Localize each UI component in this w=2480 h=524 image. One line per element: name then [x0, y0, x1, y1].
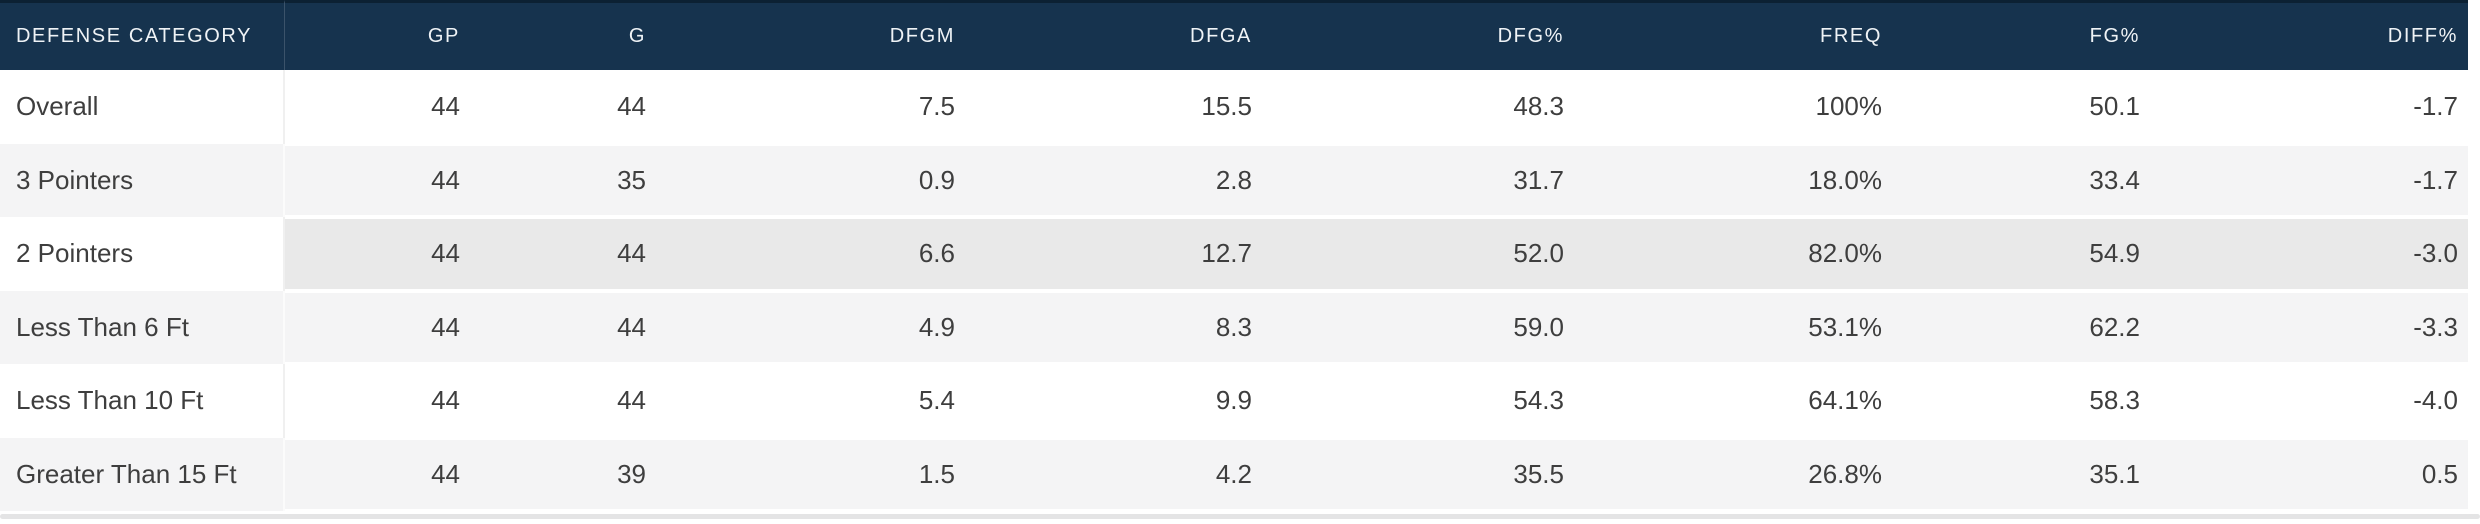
row-category-cell: 3 Pointers: [0, 143, 285, 217]
stat-cell: 26.8%: [1574, 437, 1892, 511]
stat-cell: 5.4: [656, 364, 965, 438]
stat-cell: -3.0: [2150, 217, 2468, 291]
stat-cell: 44: [285, 143, 470, 217]
stat-cell: 2.8: [965, 143, 1262, 217]
row-category-cell: Overall: [0, 70, 285, 144]
stat-cell: 44: [470, 217, 656, 291]
stat-cell: 44: [285, 364, 470, 438]
stat-cell: 12.7: [965, 217, 1262, 291]
stat-cell: 7.5: [656, 70, 965, 144]
stat-cell: 18.0%: [1574, 143, 1892, 217]
column-header-freq[interactable]: FREQ: [1574, 0, 1892, 70]
table-body: Overall 44 44 7.5 15.5 48.3 100% 50.1 -1…: [0, 70, 2468, 511]
stat-cell: 100%: [1574, 70, 1892, 144]
stat-cell: 31.7: [1262, 143, 1574, 217]
stat-cell: 62.2: [1892, 290, 2150, 364]
column-header-dfg-pct[interactable]: DFG%: [1262, 0, 1574, 70]
table-row-less-than-6-ft[interactable]: Less Than 6 Ft 44 44 4.9 8.3 59.0 53.1% …: [0, 290, 2468, 364]
stat-cell: 44: [470, 364, 656, 438]
column-header-fg-pct[interactable]: FG%: [1892, 0, 2150, 70]
stat-cell: 0.9: [656, 143, 965, 217]
stat-cell: 1.5: [656, 437, 965, 511]
stat-cell: 39: [470, 437, 656, 511]
stat-cell: 50.1: [1892, 70, 2150, 144]
row-category-cell: 2 Pointers: [0, 217, 285, 291]
stat-cell: 53.1%: [1574, 290, 1892, 364]
stat-cell: 44: [470, 290, 656, 364]
stat-cell: 59.0: [1262, 290, 1574, 364]
stat-cell: 15.5: [965, 70, 1262, 144]
stat-cell: 0.5: [2150, 437, 2468, 511]
column-header-defense-category[interactable]: DEFENSE CATEGORY: [0, 0, 285, 70]
stat-cell: 35: [470, 143, 656, 217]
stat-cell: 44: [285, 290, 470, 364]
stat-cell: 54.9: [1892, 217, 2150, 291]
stat-cell: 82.0%: [1574, 217, 1892, 291]
stat-cell: 4.9: [656, 290, 965, 364]
stat-cell: 44: [470, 70, 656, 144]
column-header-dfga[interactable]: DFGA: [965, 0, 1262, 70]
column-header-gp[interactable]: GP: [285, 0, 470, 70]
stat-cell: 64.1%: [1574, 364, 1892, 438]
stat-cell: 9.9: [965, 364, 1262, 438]
column-header-diff-pct[interactable]: DIFF%: [2150, 0, 2468, 70]
stat-cell: -4.0: [2150, 364, 2468, 438]
table-header: DEFENSE CATEGORY GP G DFGM DFGA DFG% FRE…: [0, 0, 2468, 70]
stat-cell: -1.7: [2150, 143, 2468, 217]
table-row-greater-than-15-ft[interactable]: Greater Than 15 Ft 44 39 1.5 4.2 35.5 26…: [0, 437, 2468, 511]
column-header-dfgm[interactable]: DFGM: [656, 0, 965, 70]
row-category-cell: Less Than 10 Ft: [0, 364, 285, 438]
stat-cell: -3.3: [2150, 290, 2468, 364]
stat-cell: 6.6: [656, 217, 965, 291]
stat-cell: 52.0: [1262, 217, 1574, 291]
stat-cell: 44: [285, 217, 470, 291]
stat-cell: 58.3: [1892, 364, 2150, 438]
stat-cell: 4.2: [965, 437, 1262, 511]
table-row-2-pointers[interactable]: 2 Pointers 44 44 6.6 12.7 52.0 82.0% 54.…: [0, 217, 2468, 291]
table-row-less-than-10-ft[interactable]: Less Than 10 Ft 44 44 5.4 9.9 54.3 64.1%…: [0, 364, 2468, 438]
stats-table: DEFENSE CATEGORY GP G DFGM DFGA DFG% FRE…: [0, 0, 2468, 511]
horizontal-scrollbar: [0, 511, 2480, 524]
stat-cell: 48.3: [1262, 70, 1574, 144]
stat-cell: 35.5: [1262, 437, 1574, 511]
stat-cell: 35.1: [1892, 437, 2150, 511]
stat-cell: 8.3: [965, 290, 1262, 364]
header-row: DEFENSE CATEGORY GP G DFGM DFGA DFG% FRE…: [0, 0, 2468, 70]
stat-cell: 54.3: [1262, 364, 1574, 438]
row-category-cell: Less Than 6 Ft: [0, 290, 285, 364]
table-row-3-pointers[interactable]: 3 Pointers 44 35 0.9 2.8 31.7 18.0% 33.4…: [0, 143, 2468, 217]
table-row-overall[interactable]: Overall 44 44 7.5 15.5 48.3 100% 50.1 -1…: [0, 70, 2468, 144]
row-category-cell: Greater Than 15 Ft: [0, 437, 285, 511]
stat-cell: -1.7: [2150, 70, 2468, 144]
stat-cell: 44: [285, 437, 470, 511]
stat-cell: 44: [285, 70, 470, 144]
stat-cell: 33.4: [1892, 143, 2150, 217]
horizontal-scrollbar-track[interactable]: [0, 514, 2480, 519]
column-header-g[interactable]: G: [470, 0, 656, 70]
